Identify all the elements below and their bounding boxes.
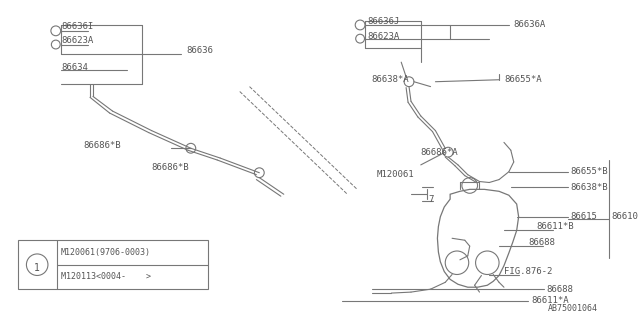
Text: AB75001064: AB75001064: [548, 304, 598, 313]
Text: 86623A: 86623A: [61, 36, 94, 45]
Text: 7: 7: [429, 195, 434, 204]
Text: 86636I: 86636I: [61, 22, 94, 31]
Text: 86655*A: 86655*A: [504, 75, 541, 84]
Text: 1: 1: [35, 263, 40, 273]
Text: 86686*B: 86686*B: [152, 163, 189, 172]
Text: 86611*B: 86611*B: [536, 222, 574, 231]
Text: 86686*A: 86686*A: [420, 148, 458, 157]
Text: 86655*B: 86655*B: [570, 167, 608, 176]
Text: 86623A: 86623A: [367, 32, 399, 41]
Text: 86615: 86615: [570, 212, 597, 221]
Text: 86634: 86634: [61, 62, 88, 72]
Text: FIG.876-2: FIG.876-2: [504, 267, 552, 276]
Text: M120061: M120061: [377, 170, 414, 179]
Text: 86638*B: 86638*B: [570, 183, 608, 192]
Text: 86688: 86688: [529, 238, 556, 247]
Text: 86636A: 86636A: [514, 20, 546, 29]
Text: 86610: 86610: [612, 212, 639, 221]
Text: 86636: 86636: [186, 46, 213, 55]
Text: 86686*B: 86686*B: [83, 141, 121, 150]
Text: 86638*A: 86638*A: [372, 75, 410, 84]
Text: 86688: 86688: [546, 285, 573, 294]
Text: 86636J: 86636J: [367, 17, 399, 26]
Text: M120061(9706-0003): M120061(9706-0003): [61, 248, 150, 258]
Text: 86611*A: 86611*A: [531, 296, 569, 305]
Text: M120113<0004-    >: M120113<0004- >: [61, 272, 150, 281]
